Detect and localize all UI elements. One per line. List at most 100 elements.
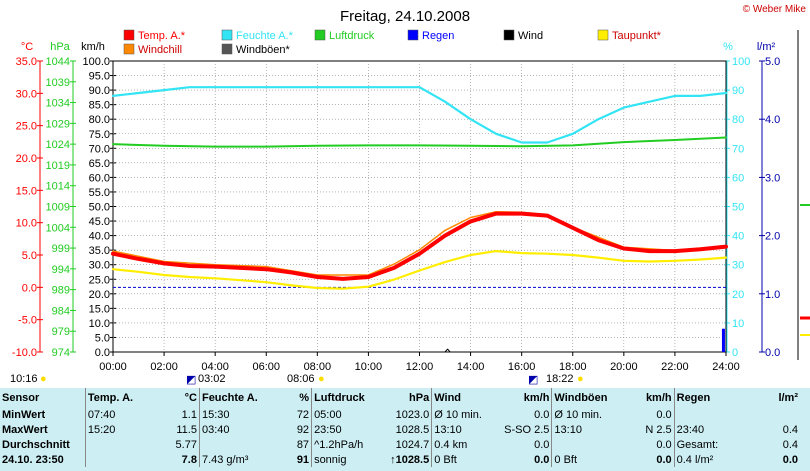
axis-tick-label: 95.0 (89, 71, 110, 83)
legend-swatch (407, 29, 419, 41)
axis-tick-label: 90 (732, 85, 744, 97)
axis-unit-label: % (723, 41, 733, 53)
press-value: 1024.7 (395, 438, 430, 451)
legend-label: Regen (422, 30, 454, 42)
axis-tick-label: 65.0 (89, 158, 110, 170)
legend-label: Luftdruck (329, 30, 375, 42)
header-press-unit: hPa (409, 391, 430, 404)
axis-tick-label: 20.0 (89, 289, 110, 301)
hum-time (198, 437, 267, 452)
axis-tick-label: 30.0 (89, 260, 110, 272)
axis-tick-label: 2.0 (765, 231, 780, 243)
moonset-time: 18:22 (546, 373, 574, 385)
press-time: 23:50 (311, 422, 379, 437)
axis-tick-label: 974 (52, 347, 70, 359)
row-label: MinWert (2, 408, 46, 421)
press-time: 05:00 (311, 407, 379, 422)
series-line-luftdruck (112, 136, 727, 148)
legend-swatch (221, 43, 233, 55)
rain-bar (721, 328, 725, 352)
rain-value: 0.4 (782, 438, 798, 451)
axis-tick-label: 50 (732, 202, 744, 214)
axis-tick-label: 1004 (46, 222, 70, 234)
legend-label: Wind (518, 30, 543, 42)
axis-tick-label: 0 (732, 347, 738, 359)
wind-time: Ø 10 min. (431, 407, 493, 422)
axis-tick-label: 50.0 (89, 202, 110, 214)
chart-title: Freitag, 24.10.2008 (340, 8, 470, 25)
x-tick-label: 10:00 (355, 361, 383, 373)
temp-current: 7.8 (181, 453, 197, 466)
gust-time: Ø 10 min. (551, 407, 620, 422)
axis-tick-label: 80.0 (89, 114, 110, 126)
axis-tick-label: 25.0 (89, 274, 110, 286)
axis-tick-label: 10.0 (16, 218, 37, 230)
x-tick-label: 08:00 (304, 361, 332, 373)
x-tick-label: 14:00 (457, 361, 485, 373)
stats-row-current: 24.10. 23:50 7.8 7.43 g/m³ 91 sonnig ↑10… (0, 452, 800, 467)
axis-tick-label: 40.0 (89, 231, 110, 243)
axis-unit-label: °C (21, 41, 33, 53)
stats-row-min: MinWert 07:40 1.1 15:30 72 05:00 1023.0 … (0, 407, 800, 422)
axis-tick-label: 1009 (46, 202, 70, 214)
axis-unit-label: hPa (50, 41, 70, 53)
legend-label: Feuchte A.* (236, 30, 294, 42)
axis-unit-label: l/m² (757, 41, 776, 53)
axis-tick-label: 35.0 (16, 56, 37, 68)
hum-time: 03:40 (198, 422, 267, 437)
hum-current: 91 (296, 453, 310, 466)
rain-value: 0.4 (782, 423, 798, 436)
x-tick-label: 24:00 (712, 361, 740, 373)
hum-value: 87 (296, 438, 310, 451)
wind-beaufort: 0 Bft (431, 452, 493, 467)
x-tick-label: 18:00 (559, 361, 587, 373)
axis-tick-label: 70.0 (89, 143, 110, 155)
axis-tick-label: 40 (732, 231, 744, 243)
legend-swatch (503, 29, 515, 41)
stats-row-max: MaxWert 15:20 11.5 03:40 92 23:50 1028.5… (0, 422, 800, 437)
weather-forecast: sonnig (311, 452, 379, 467)
header-rain: Regen (673, 388, 742, 407)
x-tick-label: 22:00 (661, 361, 689, 373)
axis-tick-label: 0.0 (765, 347, 780, 359)
stats-header-row: Sensor Temp. A. °C Feuchte A. % Luftdruc… (0, 388, 800, 407)
row-label: Durchschnitt (2, 438, 70, 451)
legend-swatch (221, 29, 233, 41)
moonrise-time: 03:02 (198, 373, 226, 385)
axis-tick-label: 4.0 (765, 114, 780, 126)
sunset-time: 08:06 (287, 373, 315, 385)
press-value: 1023.0 (395, 408, 430, 421)
axis-tick-label: 20 (732, 289, 744, 301)
axis-tick-label: 70 (732, 143, 744, 155)
press-trend: ^1.2hPa/h (311, 437, 379, 452)
axis-tick-label: 984 (52, 305, 70, 317)
hum-value: 72 (296, 408, 310, 421)
copyright-text: © Weber Mike (743, 4, 807, 15)
x-tick-label: 12:00 (406, 361, 434, 373)
axis-tick-label: 1044 (46, 56, 70, 68)
gust-value: 0.0 (656, 438, 672, 451)
axis-tick-label: 5.0 (22, 250, 37, 262)
axis-unit-label: km/h (81, 41, 105, 53)
axis-tick-label: 60 (732, 172, 744, 184)
wind-direction: S-SO 2.5 (504, 423, 550, 436)
hum-time: 15:30 (198, 407, 267, 422)
axis-tick-label: 80 (732, 114, 744, 126)
rain-current: 0.0 (782, 453, 798, 466)
axis-tick-label: 5.0 (765, 56, 780, 68)
x-tick-label: 04:00 (201, 361, 229, 373)
axis-tick-label: 1039 (46, 77, 70, 89)
rain-total-label: Gesamt: (673, 437, 742, 452)
chart-plot-area (111, 86, 810, 353)
header-hum: Feuchte A. (198, 388, 267, 407)
row-label: MaxWert (2, 423, 48, 436)
axis-tick-label: 1029 (46, 118, 70, 130)
axis-tick-label: 1024 (46, 139, 70, 151)
moon-phase-icon: ● (577, 373, 584, 385)
rain-value (741, 407, 800, 422)
axis-tick-label: 15.0 (16, 185, 37, 197)
sunset-icon: ● (318, 373, 325, 385)
series-line-feuchte-a (111, 86, 728, 144)
legend-swatch (123, 43, 135, 55)
weather-chart: Freitag, 24.10.2008 © Weber Mike Temp. A… (12, 4, 810, 373)
